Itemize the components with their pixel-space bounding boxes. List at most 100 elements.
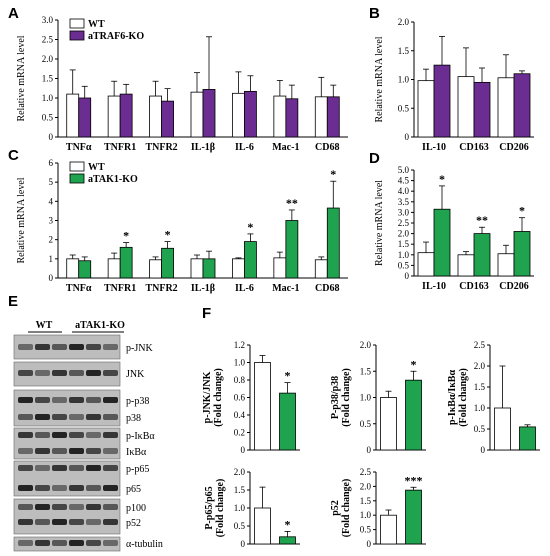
bar <box>433 64 451 138</box>
y-tick-label: 1.5 <box>398 46 410 56</box>
y-tick-label: 3.5 <box>398 197 410 207</box>
blot-band <box>52 540 67 546</box>
blot-band <box>69 448 84 454</box>
blot-band <box>35 465 50 471</box>
bar <box>107 95 121 138</box>
blot-band <box>103 448 118 454</box>
category-label: IL-10 <box>422 281 446 292</box>
blot-band <box>69 414 84 420</box>
western-blot: WT aTAK1-KO p-JNK JNK p-p38 p38 p-IκBα IκBα p-p6… <box>13 320 163 552</box>
blot-band <box>35 504 50 510</box>
y-tick-label: 2.5 <box>474 340 486 350</box>
significance-marker: * <box>247 220 253 234</box>
y-axis-label-f4: P-p65/p65(Fold change) <box>204 479 226 538</box>
blot-band <box>18 370 33 376</box>
y-tick-label: 0 <box>49 132 54 142</box>
bar <box>326 207 340 279</box>
y-tick-label: 0.5 <box>398 260 410 270</box>
y-tick-label: 0.5 <box>398 103 410 113</box>
legend-entry: WT <box>88 19 105 30</box>
significance-marker: * <box>285 517 291 531</box>
y-axis-label-line: Relative mRNA level <box>374 180 385 266</box>
y-tick-label: 1.5 <box>360 496 372 506</box>
bar <box>107 258 121 279</box>
panel-label-b: B <box>369 5 380 22</box>
y-tick-label: 1.0 <box>474 403 486 413</box>
y-tick-label: 0.5 <box>360 419 372 429</box>
blot-band <box>69 397 84 403</box>
bar <box>279 536 296 545</box>
blot-band <box>35 448 50 454</box>
legend-swatch <box>69 30 85 41</box>
blot-band <box>69 344 84 350</box>
bar <box>497 77 515 138</box>
blot-label: JNK <box>126 369 145 380</box>
blot-band <box>18 465 33 471</box>
blot-band <box>103 485 118 491</box>
blot-band <box>69 504 84 510</box>
y-tick-label: 4.0 <box>398 186 410 196</box>
y-axis-label-line: (Fold change) <box>341 368 352 427</box>
significance-marker: *** <box>405 473 423 487</box>
bar <box>119 93 133 138</box>
blot-band <box>86 465 101 471</box>
legend-swatch <box>69 161 85 172</box>
significance-marker: * <box>123 229 129 243</box>
y-tick-label: 0.5 <box>360 525 372 535</box>
category-label: IL-6 <box>235 142 254 153</box>
blot-label: p-JNK <box>126 343 153 354</box>
blot-group-label-wt: WT <box>36 320 53 331</box>
y-tick-label: 0.5 <box>234 521 246 531</box>
y-tick-label: 2.0 <box>398 229 410 239</box>
y-tick-label: 0.5 <box>474 424 486 434</box>
y-tick-label: 1.5 <box>360 366 372 376</box>
significance-marker: * <box>411 357 417 371</box>
y-axis-label-line: p-JNK/JNK <box>202 371 213 423</box>
bar <box>285 220 299 279</box>
y-tick-label: 2.0 <box>234 467 246 477</box>
significance-marker: ** <box>286 196 298 210</box>
y-tick-label: 4 <box>49 196 54 206</box>
category-label: IL-1β <box>191 142 215 153</box>
chart-panel-d: 00.51.01.52.02.53.03.54.04.55.0 Relative … <box>374 165 534 292</box>
y-tick-label: 0 <box>405 271 410 281</box>
y-tick-label: 1.5 <box>42 74 54 84</box>
blot-band <box>18 504 33 510</box>
bar <box>66 93 80 138</box>
y-tick-label: 1.0 <box>234 503 246 513</box>
blot-band <box>69 465 84 471</box>
y-tick-label: 1.5 <box>398 239 410 249</box>
y-axis-label-a: Relative mRNA level <box>16 35 27 121</box>
y-tick-label: 2.0 <box>398 17 410 27</box>
bar <box>273 95 287 138</box>
chart-panel-f1: 0 0.2 0.4 0.6 0.8 1.0 1.2 p-JNK/JNK(Fold change… <box>202 340 300 455</box>
y-axis-label-line: (Fold change) <box>458 368 469 427</box>
blot-band <box>103 397 118 403</box>
blot-band <box>52 432 67 438</box>
blot-band <box>52 448 67 454</box>
y-tick-label: 0.4 <box>234 410 246 420</box>
blot-band <box>18 414 33 420</box>
chart-panel-f2: 0 0.5 1.0 1.5 2.0 P-p38/p38(Fold change) * <box>330 340 426 455</box>
bar <box>497 253 515 277</box>
y-tick-label: 2.0 <box>474 361 486 371</box>
y-tick-label: 3.0 <box>42 15 54 25</box>
y-axis-label-line: P-p38/p38 <box>330 376 341 419</box>
panel-label-f: F <box>202 305 211 322</box>
blot-strip <box>13 498 121 535</box>
category-label: Mac-1 <box>272 142 299 153</box>
blot-band <box>69 519 84 525</box>
chart-panel-f4: 0 0.5 1.0 1.5 2.0 P-p65/p65(Fold change) * <box>204 467 300 549</box>
category-label: IL-6 <box>235 283 254 294</box>
y-tick-label: 0.6 <box>234 393 246 403</box>
panel-label-e: E <box>8 293 18 310</box>
bar <box>473 233 491 277</box>
y-tick-label: 3.0 <box>398 207 410 217</box>
blot-band <box>18 485 33 491</box>
bar <box>405 379 422 451</box>
bar <box>232 258 245 279</box>
significance-marker: * <box>519 204 525 218</box>
category-label: CD206 <box>499 142 528 153</box>
y-tick-label: 1.0 <box>398 250 410 260</box>
